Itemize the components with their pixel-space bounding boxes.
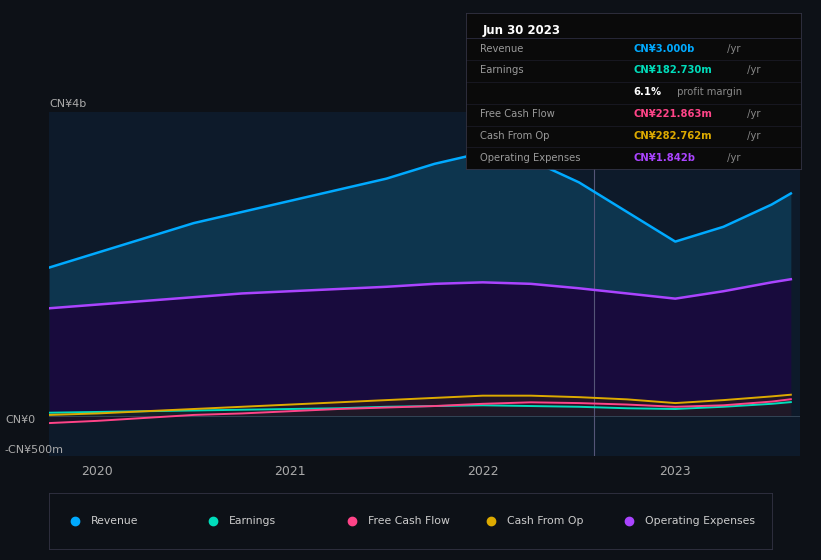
Text: /yr: /yr (745, 66, 761, 76)
Text: /yr: /yr (724, 152, 741, 162)
Text: -CN¥500m: -CN¥500m (5, 445, 64, 455)
Text: Revenue: Revenue (90, 516, 138, 526)
Text: CN¥0: CN¥0 (5, 415, 35, 425)
Text: Cash From Op: Cash From Op (479, 131, 549, 141)
Text: profit margin: profit margin (674, 87, 742, 97)
Text: /yr: /yr (724, 44, 741, 54)
Text: Earnings: Earnings (229, 516, 277, 526)
Text: CN¥3.000b: CN¥3.000b (634, 44, 695, 54)
Text: /yr: /yr (745, 131, 761, 141)
Text: Free Cash Flow: Free Cash Flow (479, 109, 554, 119)
Text: Revenue: Revenue (479, 44, 523, 54)
Text: Operating Expenses: Operating Expenses (645, 516, 755, 526)
Text: Earnings: Earnings (479, 66, 523, 76)
Text: CN¥221.863m: CN¥221.863m (634, 109, 713, 119)
Text: CN¥282.762m: CN¥282.762m (634, 131, 713, 141)
Text: CN¥1.842b: CN¥1.842b (634, 152, 696, 162)
Text: CN¥4b: CN¥4b (49, 99, 86, 109)
Text: Cash From Op: Cash From Op (507, 516, 583, 526)
Text: 6.1%: 6.1% (634, 87, 662, 97)
Text: /yr: /yr (745, 109, 761, 119)
Text: CN¥182.730m: CN¥182.730m (634, 66, 713, 76)
Text: Jun 30 2023: Jun 30 2023 (483, 24, 561, 38)
Text: Free Cash Flow: Free Cash Flow (368, 516, 450, 526)
Text: Operating Expenses: Operating Expenses (479, 152, 580, 162)
